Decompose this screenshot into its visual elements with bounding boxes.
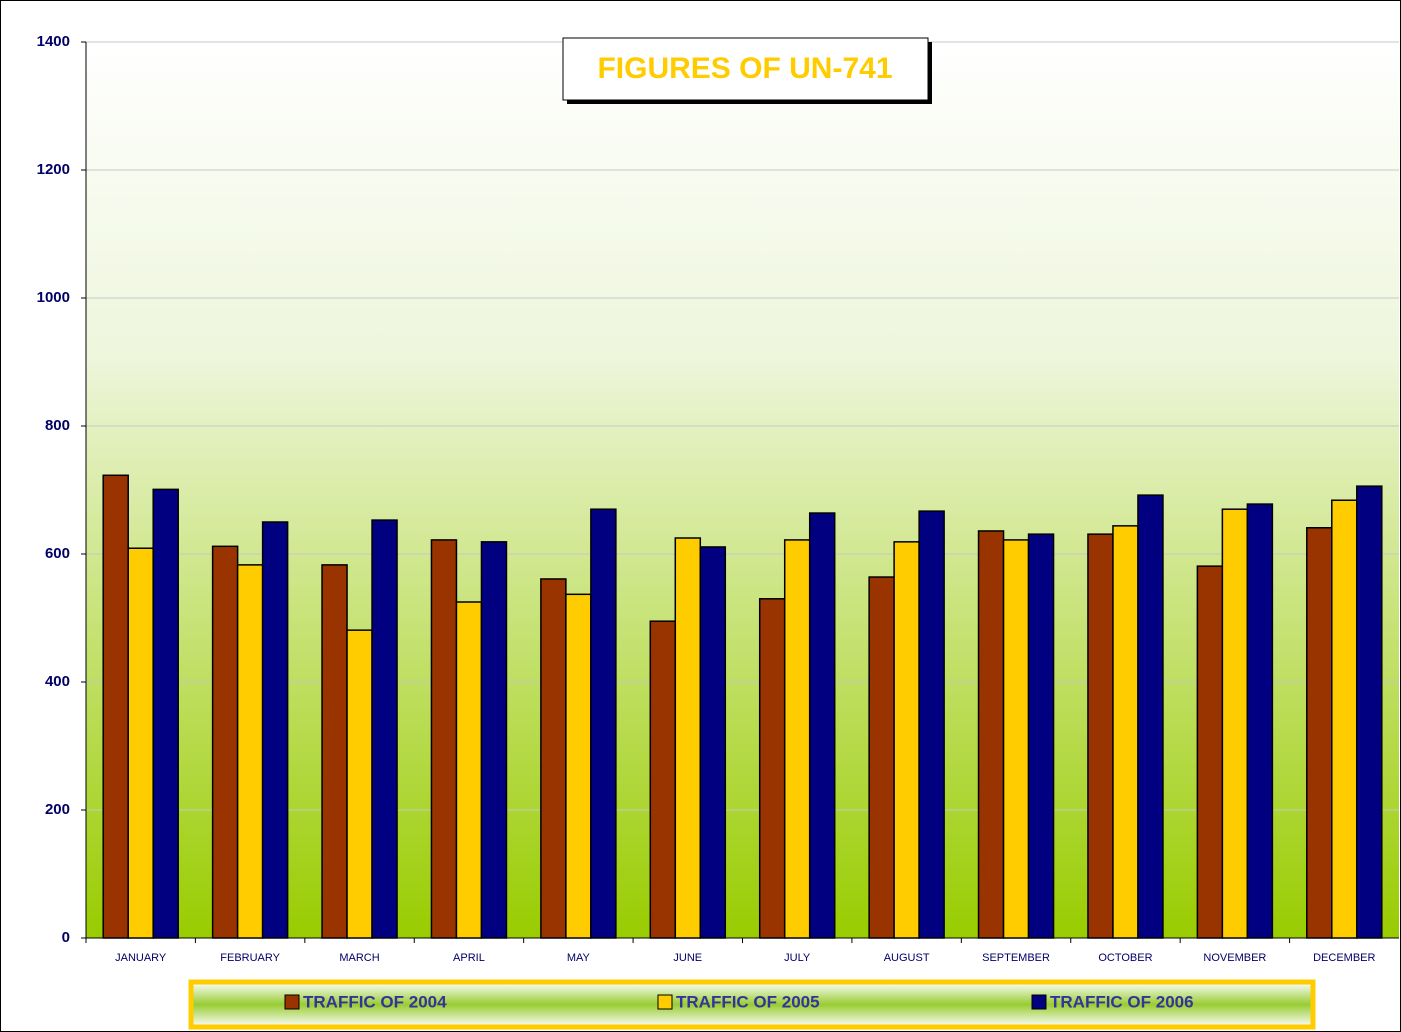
- bar: [699, 546, 727, 939]
- bar: [565, 593, 592, 939]
- bar: [261, 521, 289, 939]
- bar: [1356, 485, 1383, 939]
- bar: [1002, 539, 1030, 939]
- bar: [236, 564, 264, 939]
- plot-area: [86, 42, 1399, 938]
- bar: [211, 545, 239, 939]
- bar: [371, 519, 398, 939]
- bar: [1027, 533, 1055, 939]
- x-tick-label: NOVEMBER: [1203, 952, 1266, 964]
- bar: [540, 578, 567, 939]
- y-tick-label: 0: [62, 929, 70, 946]
- y-tick-label: 600: [45, 545, 70, 562]
- bar: [1221, 508, 1249, 939]
- bar: [977, 530, 1005, 939]
- bar: [649, 620, 677, 939]
- x-tick-label: MARCH: [339, 952, 379, 964]
- bar: [758, 598, 786, 939]
- x-tick-label: OCTOBER: [1098, 952, 1152, 964]
- bar: [127, 547, 154, 939]
- y-tick-label: 400: [45, 673, 70, 690]
- x-tick-label: SEPTEMBER: [982, 952, 1050, 964]
- x-tick-label: FEBRUARY: [220, 952, 280, 964]
- bar: [1196, 565, 1224, 939]
- bar: [1331, 499, 1358, 939]
- bar: [480, 541, 508, 939]
- bar: [674, 537, 702, 939]
- legend-marker: [657, 994, 673, 1010]
- x-tick-label: JUNE: [673, 952, 702, 964]
- bar: [1137, 494, 1164, 939]
- y-tick-label: 800: [45, 417, 70, 434]
- legend-label: TRAFFIC OF 2006: [1050, 992, 1194, 1011]
- bar: [1087, 533, 1114, 939]
- x-tick-label: DECEMBER: [1313, 952, 1375, 964]
- bar: [455, 601, 483, 939]
- x-tick-label: MAY: [567, 952, 591, 964]
- legend-label: TRAFFIC OF 2004: [303, 992, 447, 1011]
- bar: [321, 564, 348, 939]
- y-tick-label: 1400: [37, 33, 70, 50]
- x-tick-label: JANUARY: [115, 952, 167, 964]
- legend-marker: [284, 994, 300, 1010]
- y-tick-label: 200: [45, 801, 70, 818]
- y-tick-label: 1000: [37, 289, 70, 306]
- bar: [1246, 503, 1274, 939]
- bar: [1306, 527, 1333, 939]
- bar: [918, 510, 945, 939]
- bar: [893, 541, 920, 939]
- title-box: [562, 37, 929, 101]
- legend-marker: [1031, 994, 1047, 1010]
- bar: [102, 474, 129, 939]
- x-tick-label: AUGUST: [884, 952, 930, 964]
- legend-box: [188, 979, 1316, 1030]
- legend-label: TRAFFIC OF 2005: [676, 992, 820, 1011]
- y-tick-label: 1200: [37, 161, 70, 178]
- x-tick-label: JULY: [784, 952, 811, 964]
- bar: [1112, 525, 1139, 939]
- bar: [868, 576, 895, 939]
- bar: [783, 539, 811, 939]
- bar: [346, 629, 373, 939]
- bar: [590, 508, 617, 939]
- bar: [808, 512, 836, 939]
- chart-title: FIGURES OF UN-741: [597, 52, 892, 85]
- bar: [152, 488, 179, 939]
- x-tick-label: APRIL: [453, 952, 485, 964]
- bar: [430, 539, 458, 939]
